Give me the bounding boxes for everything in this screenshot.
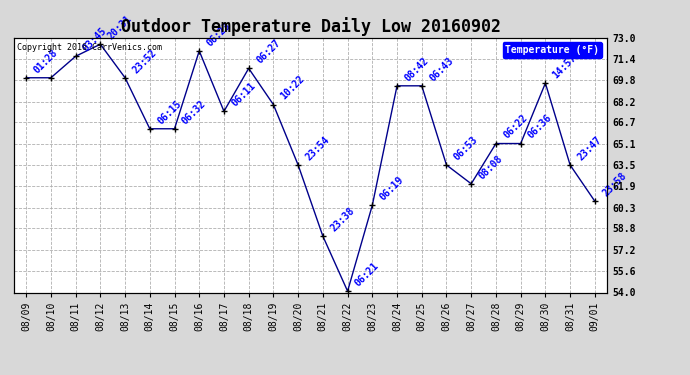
Text: 08:42: 08:42 [402, 55, 431, 83]
Text: 06:21: 06:21 [353, 261, 381, 288]
Text: 06:19: 06:19 [378, 175, 406, 202]
Text: 10:22: 10:22 [279, 74, 307, 102]
Text: 23:58: 23:58 [600, 171, 628, 198]
Text: 23:47: 23:47 [575, 134, 604, 162]
Text: 20:31: 20:31 [106, 13, 134, 41]
Text: 06:11: 06:11 [230, 81, 257, 108]
Text: 06:43: 06:43 [427, 55, 455, 83]
Text: 06:15: 06:15 [155, 98, 183, 126]
Text: 23:54: 23:54 [304, 134, 331, 162]
Text: 23:38: 23:38 [328, 206, 356, 233]
Text: Copyright 2016 CarrVenics.com: Copyright 2016 CarrVenics.com [17, 43, 161, 52]
Text: 23:52: 23:52 [130, 47, 159, 75]
Text: 03:45: 03:45 [81, 26, 109, 54]
Text: 06:27: 06:27 [254, 38, 282, 66]
Title: Outdoor Temperature Daily Low 20160902: Outdoor Temperature Daily Low 20160902 [121, 17, 500, 36]
Text: 01:28: 01:28 [32, 47, 59, 75]
Text: 14:57: 14:57 [551, 53, 579, 80]
Text: 06:23: 06:23 [205, 20, 233, 48]
Text: 06:32: 06:32 [180, 98, 208, 126]
Legend: Temperature (°F): Temperature (°F) [502, 42, 602, 58]
Text: 06:53: 06:53 [452, 134, 480, 162]
Text: 06:22: 06:22 [502, 113, 529, 141]
Text: 08:08: 08:08 [477, 153, 504, 181]
Text: 06:36: 06:36 [526, 113, 554, 141]
